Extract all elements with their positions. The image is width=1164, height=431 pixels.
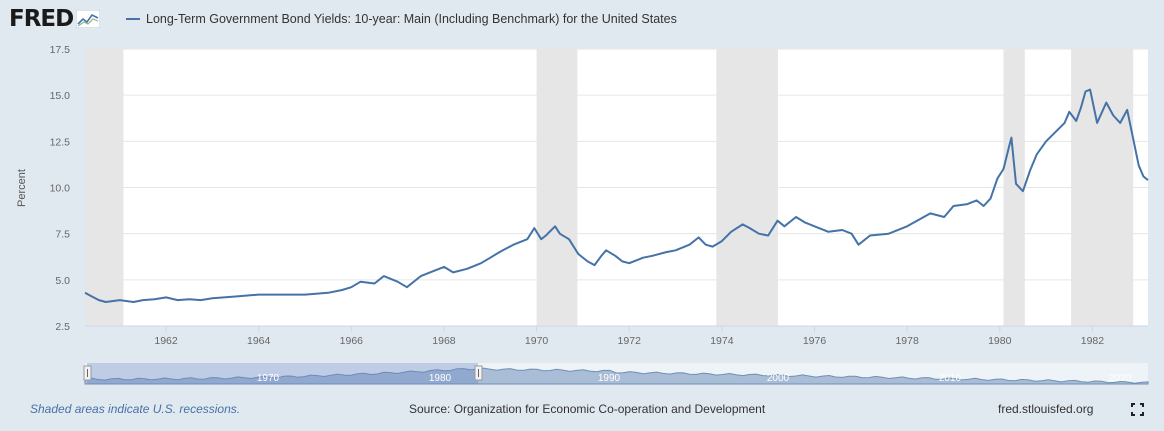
fred-logo[interactable]: FRED — [9, 6, 101, 32]
x-tick-label: 1970 — [525, 335, 549, 347]
y-tick-label: 7.5 — [55, 229, 70, 241]
logo-text: FRED — [9, 6, 74, 32]
y-axis-label: Percent — [16, 169, 28, 207]
site-link[interactable]: fred.stlouisfed.org — [998, 402, 1094, 416]
legend-swatch — [126, 18, 140, 20]
line-graph-icon — [76, 10, 101, 28]
x-tick-label: 1966 — [340, 335, 364, 347]
series-line[interactable] — [84, 88, 1149, 303]
navigator-tick-label: 2020 — [1109, 373, 1132, 384]
y-tick-label: 15.0 — [50, 90, 71, 102]
navigator-ticks: 1970 1980 1990 2000 2010 2020 — [257, 373, 1132, 384]
recession-note: Shaded areas indicate U.S. recessions. — [30, 402, 241, 416]
y-tick-label: 17.5 — [50, 44, 71, 56]
source-text: Source: Organization for Economic Co-ope… — [409, 402, 766, 416]
y-tick-label: 12.5 — [50, 136, 71, 148]
navigator-selection[interactable] — [87, 363, 478, 384]
navigator-tick-label: 1970 — [257, 373, 280, 384]
navigator-tick-label: 1990 — [598, 373, 621, 384]
fullscreen-icon[interactable] — [1131, 403, 1144, 416]
y-tick-label: 2.5 — [55, 321, 70, 333]
y-tick-label: 5.0 — [55, 275, 70, 287]
x-tick-label: 1980 — [988, 335, 1012, 347]
x-tick-label: 1968 — [432, 335, 456, 347]
navigator-tick-label: 2000 — [767, 373, 790, 384]
x-tick-label: 1962 — [154, 335, 178, 347]
y-axis-ticks: 2.5 5.0 7.5 10.0 12.5 15.0 17.5 — [50, 44, 71, 333]
navigator-tick-label: 2010 — [939, 373, 962, 384]
x-tick-label: 1972 — [618, 335, 642, 347]
legend-label: Long-Term Government Bond Yields: 10-yea… — [146, 12, 677, 26]
x-tick-label: 1974 — [710, 335, 734, 347]
gridlines — [85, 48, 1148, 281]
x-tick-label: 1978 — [895, 335, 919, 347]
x-tick-label: 1976 — [803, 335, 827, 347]
navigator[interactable]: 1970 1980 1990 2000 2010 2020 — [83, 363, 1149, 385]
x-axis-ticks: 1962 1964 1966 1968 1970 1972 1974 1976 1978 1980… — [154, 326, 1104, 347]
x-tick-label: 1964 — [247, 335, 271, 347]
x-tick-label: 1982 — [1081, 335, 1105, 347]
navigator-area — [84, 367, 1149, 385]
y-tick-label: 10.0 — [50, 183, 71, 195]
chart-legend[interactable]: Long-Term Government Bond Yields: 10-yea… — [126, 12, 677, 26]
navigator-tick-label: 1980 — [429, 373, 452, 384]
